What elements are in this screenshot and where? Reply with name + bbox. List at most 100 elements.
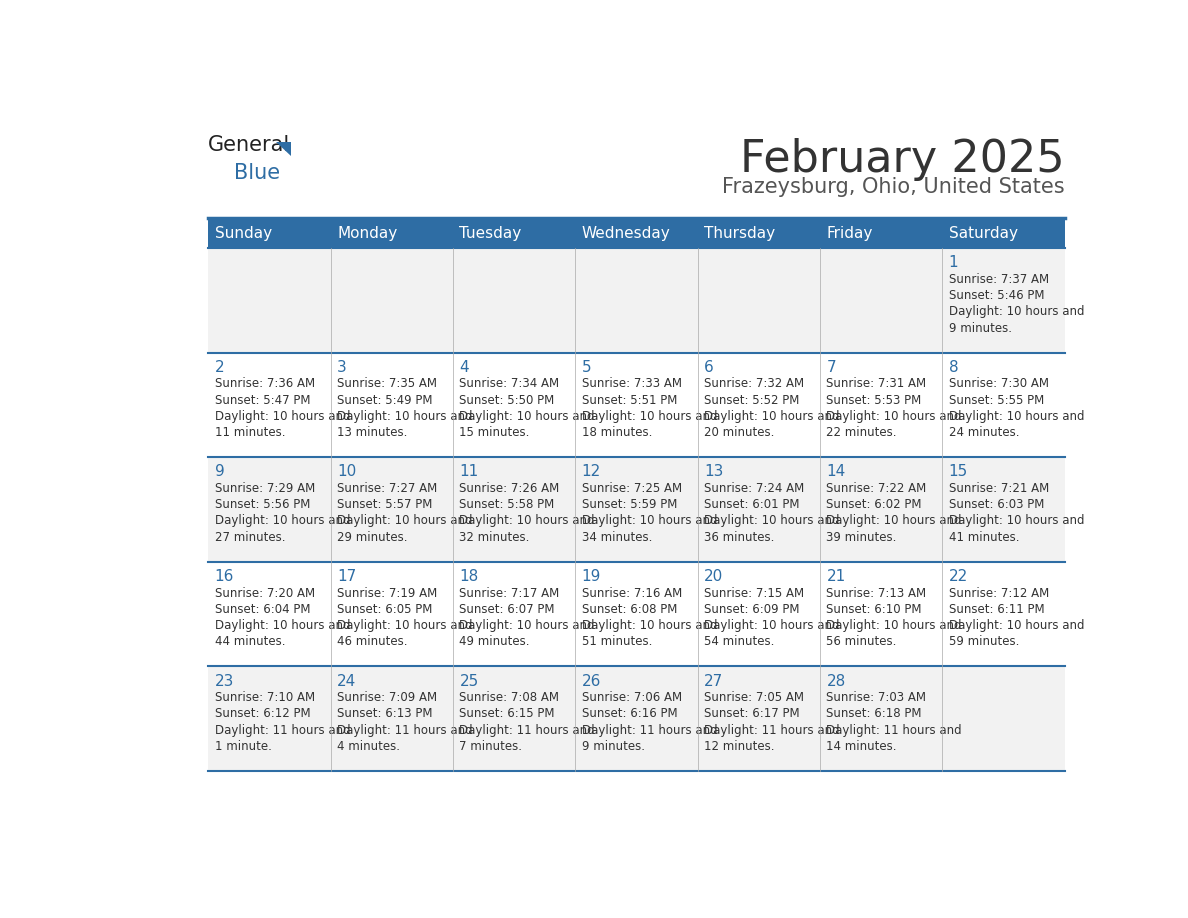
Text: 3: 3	[337, 360, 347, 375]
Text: Sunrise: 7:21 AM: Sunrise: 7:21 AM	[949, 482, 1049, 495]
Text: Sunrise: 7:35 AM: Sunrise: 7:35 AM	[337, 377, 437, 390]
Text: Daylight: 10 hours and: Daylight: 10 hours and	[704, 514, 840, 528]
Text: Sunset: 6:10 PM: Sunset: 6:10 PM	[827, 603, 922, 616]
Text: 10: 10	[337, 465, 356, 479]
Text: Sunrise: 7:25 AM: Sunrise: 7:25 AM	[582, 482, 682, 495]
Text: 12 minutes.: 12 minutes.	[704, 740, 775, 753]
Text: Daylight: 10 hours and: Daylight: 10 hours and	[949, 409, 1085, 423]
Text: 28: 28	[827, 674, 846, 688]
Text: Daylight: 11 hours and: Daylight: 11 hours and	[827, 723, 962, 737]
Text: 20 minutes.: 20 minutes.	[704, 426, 775, 439]
Text: Sunrise: 7:13 AM: Sunrise: 7:13 AM	[827, 587, 927, 599]
Text: 6: 6	[704, 360, 714, 375]
Text: 51 minutes.: 51 minutes.	[582, 635, 652, 648]
Text: 1 minute.: 1 minute.	[215, 740, 272, 753]
Text: Sunset: 5:53 PM: Sunset: 5:53 PM	[827, 394, 922, 407]
Text: 5: 5	[582, 360, 592, 375]
Text: 11 minutes.: 11 minutes.	[215, 426, 285, 439]
Text: 12: 12	[582, 465, 601, 479]
Text: Sunset: 5:50 PM: Sunset: 5:50 PM	[460, 394, 555, 407]
Text: Blue: Blue	[234, 163, 280, 184]
Text: 7 minutes.: 7 minutes.	[460, 740, 523, 753]
Text: Daylight: 10 hours and: Daylight: 10 hours and	[827, 619, 962, 633]
Text: Daylight: 10 hours and: Daylight: 10 hours and	[215, 409, 350, 423]
Text: Sunrise: 7:22 AM: Sunrise: 7:22 AM	[827, 482, 927, 495]
Text: Daylight: 10 hours and: Daylight: 10 hours and	[337, 514, 473, 528]
Text: 26: 26	[582, 674, 601, 688]
Text: Daylight: 10 hours and: Daylight: 10 hours and	[704, 619, 840, 633]
Text: 44 minutes.: 44 minutes.	[215, 635, 285, 648]
Text: 29 minutes.: 29 minutes.	[337, 531, 407, 543]
Text: Sunset: 6:17 PM: Sunset: 6:17 PM	[704, 708, 800, 721]
Text: Daylight: 11 hours and: Daylight: 11 hours and	[337, 723, 473, 737]
Text: Daylight: 11 hours and: Daylight: 11 hours and	[460, 723, 595, 737]
Text: 14 minutes.: 14 minutes.	[827, 740, 897, 753]
Bar	[208, 457, 1064, 562]
Text: 4: 4	[460, 360, 469, 375]
Text: 14: 14	[827, 465, 846, 479]
Text: Sunset: 6:11 PM: Sunset: 6:11 PM	[949, 603, 1044, 616]
Text: Sunset: 5:47 PM: Sunset: 5:47 PM	[215, 394, 310, 407]
Bar	[208, 562, 1064, 666]
Text: Sunrise: 7:33 AM: Sunrise: 7:33 AM	[582, 377, 682, 390]
Text: Sunrise: 7:06 AM: Sunrise: 7:06 AM	[582, 691, 682, 704]
Polygon shape	[276, 142, 291, 156]
Text: 20: 20	[704, 569, 723, 584]
Text: Sunrise: 7:10 AM: Sunrise: 7:10 AM	[215, 691, 315, 704]
Text: Daylight: 10 hours and: Daylight: 10 hours and	[582, 619, 718, 633]
Text: 18 minutes.: 18 minutes.	[582, 426, 652, 439]
Text: Sunrise: 7:36 AM: Sunrise: 7:36 AM	[215, 377, 315, 390]
Text: 34 minutes.: 34 minutes.	[582, 531, 652, 543]
Text: Sunday: Sunday	[215, 227, 272, 241]
Text: Saturday: Saturday	[949, 227, 1018, 241]
Text: Sunrise: 7:34 AM: Sunrise: 7:34 AM	[460, 377, 560, 390]
Text: Daylight: 10 hours and: Daylight: 10 hours and	[337, 619, 473, 633]
Text: Sunset: 5:57 PM: Sunset: 5:57 PM	[337, 498, 432, 511]
Text: Monday: Monday	[337, 227, 397, 241]
Text: Daylight: 10 hours and: Daylight: 10 hours and	[460, 514, 595, 528]
Text: Sunrise: 7:20 AM: Sunrise: 7:20 AM	[215, 587, 315, 599]
Text: General: General	[208, 135, 291, 155]
Text: Sunset: 5:49 PM: Sunset: 5:49 PM	[337, 394, 432, 407]
Text: Sunset: 5:46 PM: Sunset: 5:46 PM	[949, 289, 1044, 302]
Text: Sunrise: 7:31 AM: Sunrise: 7:31 AM	[827, 377, 927, 390]
Text: 9: 9	[215, 465, 225, 479]
Text: Daylight: 11 hours and: Daylight: 11 hours and	[582, 723, 718, 737]
Text: Sunset: 6:13 PM: Sunset: 6:13 PM	[337, 708, 432, 721]
Text: 27 minutes.: 27 minutes.	[215, 531, 285, 543]
Text: 46 minutes.: 46 minutes.	[337, 635, 407, 648]
Text: 27: 27	[704, 674, 723, 688]
Text: Sunset: 6:15 PM: Sunset: 6:15 PM	[460, 708, 555, 721]
Text: Sunset: 6:02 PM: Sunset: 6:02 PM	[827, 498, 922, 511]
Text: Sunrise: 7:17 AM: Sunrise: 7:17 AM	[460, 587, 560, 599]
Text: 41 minutes.: 41 minutes.	[949, 531, 1019, 543]
Text: 36 minutes.: 36 minutes.	[704, 531, 775, 543]
Text: Daylight: 10 hours and: Daylight: 10 hours and	[460, 619, 595, 633]
Text: Sunrise: 7:19 AM: Sunrise: 7:19 AM	[337, 587, 437, 599]
Text: Daylight: 10 hours and: Daylight: 10 hours and	[827, 409, 962, 423]
Text: 24 minutes.: 24 minutes.	[949, 426, 1019, 439]
Text: Sunset: 6:08 PM: Sunset: 6:08 PM	[582, 603, 677, 616]
Text: 18: 18	[460, 569, 479, 584]
Text: Sunrise: 7:26 AM: Sunrise: 7:26 AM	[460, 482, 560, 495]
Text: 17: 17	[337, 569, 356, 584]
Text: Sunrise: 7:24 AM: Sunrise: 7:24 AM	[704, 482, 804, 495]
Text: 2: 2	[215, 360, 225, 375]
Text: 56 minutes.: 56 minutes.	[827, 635, 897, 648]
Text: Sunrise: 7:12 AM: Sunrise: 7:12 AM	[949, 587, 1049, 599]
Text: Sunrise: 7:09 AM: Sunrise: 7:09 AM	[337, 691, 437, 704]
Text: 54 minutes.: 54 minutes.	[704, 635, 775, 648]
Text: Daylight: 10 hours and: Daylight: 10 hours and	[337, 409, 473, 423]
Text: Sunset: 6:18 PM: Sunset: 6:18 PM	[827, 708, 922, 721]
Text: Sunset: 6:03 PM: Sunset: 6:03 PM	[949, 498, 1044, 511]
Text: Frazeysburg, Ohio, United States: Frazeysburg, Ohio, United States	[722, 177, 1064, 197]
Text: Sunset: 5:59 PM: Sunset: 5:59 PM	[582, 498, 677, 511]
Text: 8: 8	[949, 360, 959, 375]
Text: 15: 15	[949, 465, 968, 479]
Text: 39 minutes.: 39 minutes.	[827, 531, 897, 543]
Text: Sunrise: 7:27 AM: Sunrise: 7:27 AM	[337, 482, 437, 495]
Text: Daylight: 10 hours and: Daylight: 10 hours and	[582, 409, 718, 423]
Text: 59 minutes.: 59 minutes.	[949, 635, 1019, 648]
Text: Thursday: Thursday	[704, 227, 776, 241]
Text: Wednesday: Wednesday	[582, 227, 670, 241]
